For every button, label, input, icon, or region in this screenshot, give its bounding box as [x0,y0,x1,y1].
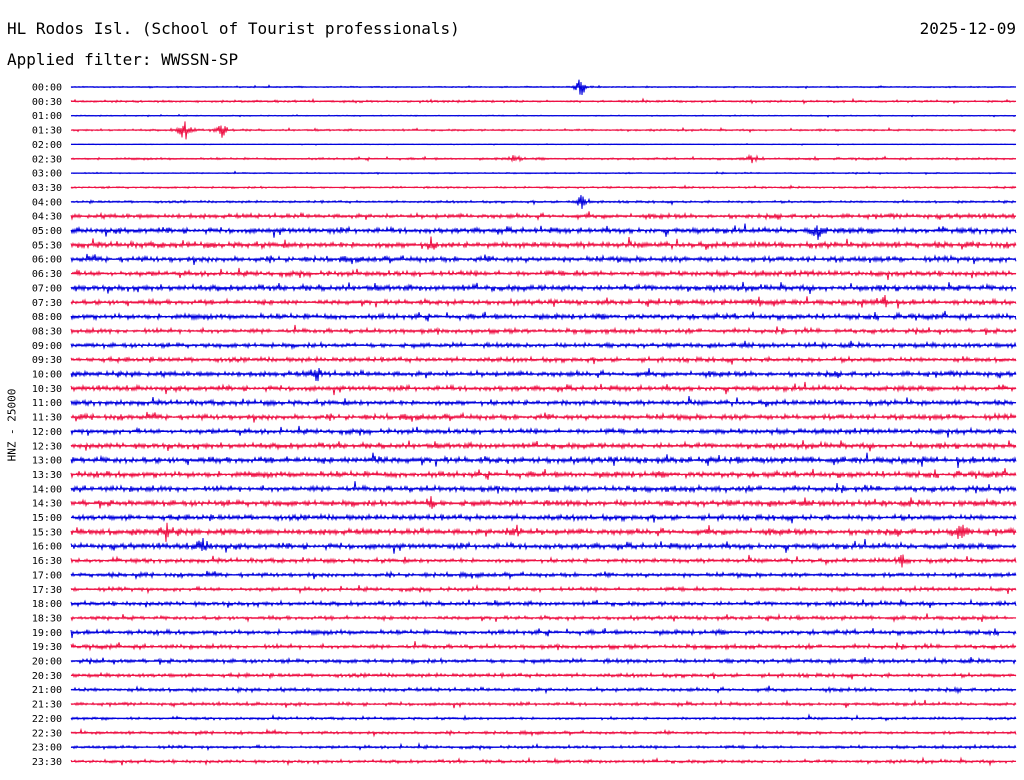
trace-line [70,355,1017,365]
row-label: 04:30 [32,212,62,223]
row-label: 08:00 [32,312,62,323]
trace-line [70,538,1017,554]
row-label: 17:30 [32,585,62,596]
row-label: 06:00 [32,255,62,266]
row-label: 00:00 [32,83,62,94]
row-label: 05:00 [32,226,62,237]
filter-label: Applied filter: WWSSN-SP [7,50,239,69]
row-label: 14:00 [32,484,62,495]
row-label: 12:00 [32,427,62,438]
row-label: 05:30 [32,240,62,251]
trace-line [70,396,1017,408]
trace-line [70,481,1017,494]
row-label: 18:30 [32,613,62,624]
row-label: 10:00 [32,370,62,381]
row-label: 13:00 [32,456,62,467]
trace-line [70,236,1017,251]
row-label: 08:30 [32,326,62,337]
row-label: 16:00 [32,542,62,553]
row-label: 07:00 [32,283,62,294]
row-label: 22:00 [32,714,62,725]
row-label: 15:00 [32,513,62,524]
row-label: 21:30 [32,700,62,711]
row-label: 02:00 [32,140,62,151]
row-label: 01:30 [32,126,62,137]
row-label: 18:00 [32,599,62,610]
row-label: 15:30 [32,527,62,538]
station-title: HL Rodos Isl. (School of Tourist profess… [7,19,460,38]
trace-line [70,641,1017,652]
row-label: 23:00 [32,743,62,754]
row-label: 13:30 [32,470,62,481]
row-label: 17:00 [32,570,62,581]
row-label: 00:30 [32,97,62,108]
row-label: 01:00 [32,111,62,122]
row-label: 14:30 [32,499,62,510]
row-label: 23:30 [32,757,62,768]
row-label: 07:30 [32,298,62,309]
trace-line [70,627,1017,639]
trace-line [70,496,1017,509]
row-label: 06:30 [32,269,62,280]
row-label: 03:00 [32,169,62,180]
row-label: 11:30 [32,413,62,424]
row-label: 20:30 [32,671,62,682]
trace-line [70,671,1017,680]
row-label: 21:00 [32,685,62,696]
trace-line [70,324,1017,336]
date-label: 2025-12-09 [919,19,1016,38]
trace-line [70,713,1017,722]
trace-line [70,512,1017,524]
row-label: 22:30 [32,728,62,739]
row-label: 02:30 [32,154,62,165]
row-label: 03:30 [32,183,62,194]
row-label: 20:00 [32,657,62,668]
row-label: 16:30 [32,556,62,567]
row-label: 09:00 [32,341,62,352]
row-label: 04:00 [32,197,62,208]
row-label: 11:00 [32,398,62,409]
row-label: 12:30 [32,441,62,452]
row-label: 19:30 [32,642,62,653]
row-label: 19:00 [32,628,62,639]
row-label: 09:30 [32,355,62,366]
trace-line [70,340,1017,351]
trace-line [70,223,1017,240]
trace-line [70,211,1017,222]
row-label: 10:30 [32,384,62,395]
